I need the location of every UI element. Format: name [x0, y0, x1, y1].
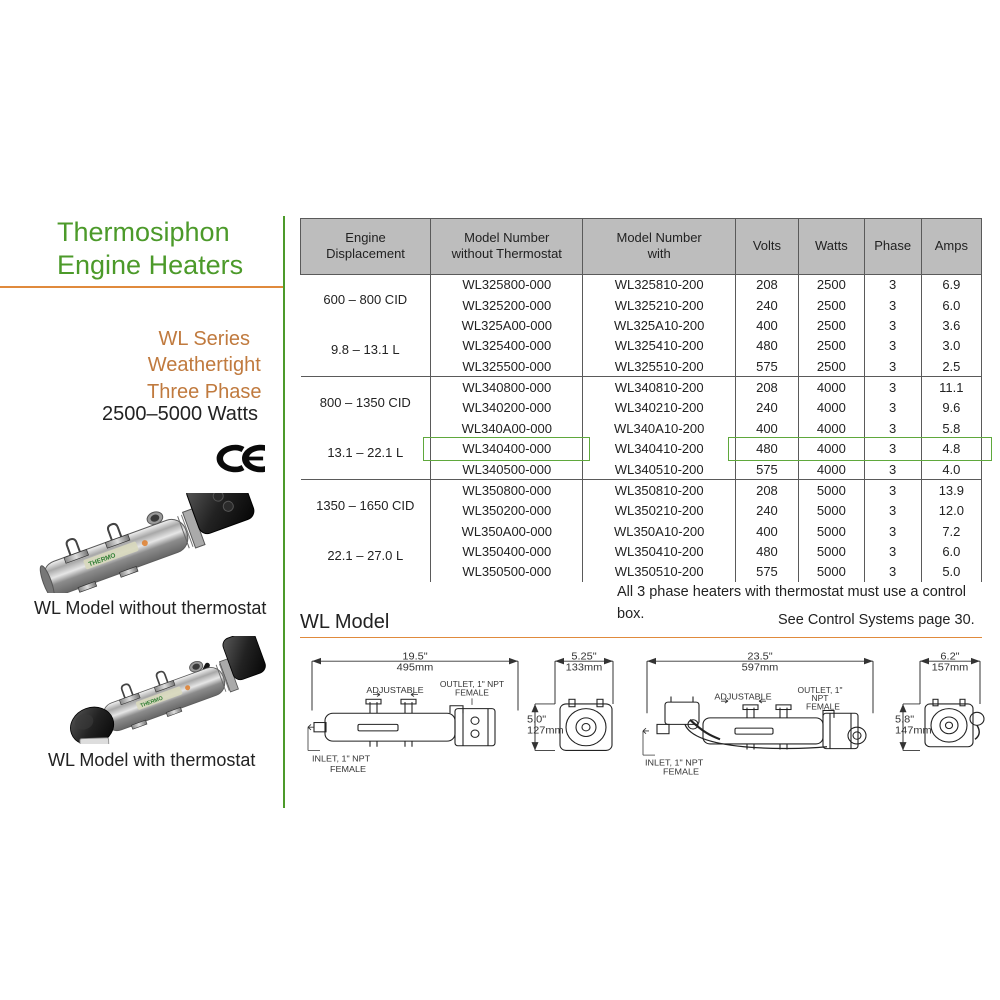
svg-text:FEMALE: FEMALE	[330, 764, 366, 774]
svg-text:INLET, 1" NPT: INLET, 1" NPT	[312, 754, 371, 764]
svg-text:147mm: 147mm	[895, 725, 932, 737]
svg-text:ADJUSTABLE: ADJUSTABLE	[714, 692, 772, 702]
svg-text:5.25": 5.25"	[571, 651, 597, 663]
svg-text:FEMALE: FEMALE	[455, 689, 489, 698]
svg-text:FEMALE: FEMALE	[806, 703, 840, 712]
svg-text:5.0": 5.0"	[527, 714, 546, 726]
svg-text:NPT: NPT	[812, 694, 829, 703]
svg-text:127mm: 127mm	[527, 725, 564, 737]
svg-text:157mm: 157mm	[932, 662, 969, 674]
svg-text:OUTLET, 1" NPT: OUTLET, 1" NPT	[440, 680, 504, 689]
svg-text:19.5": 19.5"	[402, 651, 428, 663]
svg-text:ADJUSTABLE: ADJUSTABLE	[366, 685, 424, 695]
svg-text:OUTLET, 1": OUTLET, 1"	[798, 686, 843, 695]
svg-text:597mm: 597mm	[742, 662, 779, 674]
svg-text:23.5": 23.5"	[747, 651, 773, 663]
svg-text:133mm: 133mm	[566, 662, 603, 674]
svg-text:FEMALE: FEMALE	[663, 767, 699, 776]
svg-text:6.2": 6.2"	[940, 651, 959, 663]
svg-text:495mm: 495mm	[397, 662, 434, 674]
svg-text:INLET, 1" NPT: INLET, 1" NPT	[645, 758, 704, 768]
svg-text:5.8": 5.8"	[895, 714, 914, 726]
